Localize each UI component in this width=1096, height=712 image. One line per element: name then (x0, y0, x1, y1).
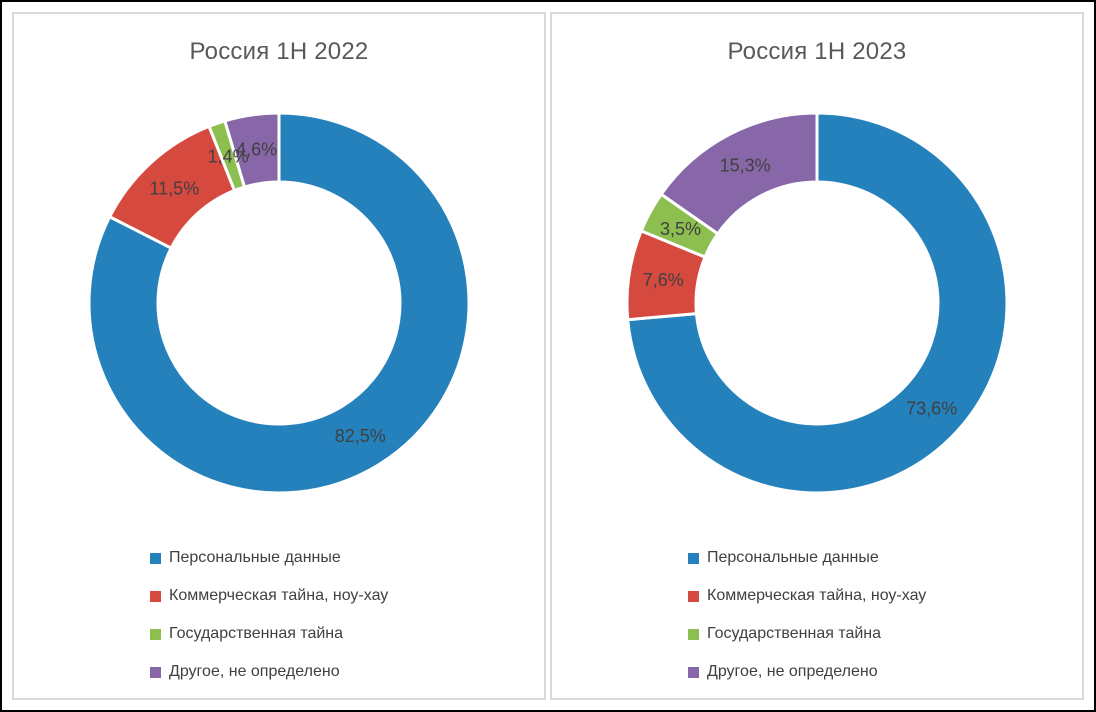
legend-swatch-icon (688, 628, 699, 640)
slice-value-label: 7,6% (643, 270, 684, 290)
pie-slice (659, 111, 819, 236)
legend-item: Другое, не определено (688, 653, 1072, 691)
chart-title: Россия 1Н 2023 (727, 38, 907, 65)
donut-chart-2022: 82,5% 11,5% 1,4%4,6% (87, 111, 471, 495)
legend-label: Другое, не определено (707, 663, 878, 680)
legend-label: Государственная тайна (707, 625, 882, 642)
pie-slice (626, 111, 1009, 495)
legend-label: Персональные данные (169, 549, 341, 566)
legend-item: Персональные данные (688, 539, 1072, 577)
legend-swatch-icon (150, 590, 161, 602)
legend-label: Коммерческая тайна, ноу-хау (707, 587, 927, 604)
pie-slice (87, 111, 471, 495)
legend: Персональные данные Коммерческая тайна, … (150, 539, 534, 691)
legend-item: Коммерческая тайна, ноу-хау (150, 577, 534, 615)
legend-swatch-icon (688, 552, 699, 564)
chart-title: Россия 1Н 2022 (189, 38, 369, 65)
legend: Персональные данные Коммерческая тайна, … (688, 539, 1072, 691)
legend-item: Коммерческая тайна, ноу-хау (688, 577, 1072, 615)
pie-slice (223, 111, 281, 189)
legend-label: Другое, не определено (169, 663, 340, 680)
slice-value-label: 1,4% (208, 146, 249, 166)
slice-value-label: 73,6% (906, 398, 957, 418)
legend-swatch-icon (150, 552, 161, 564)
legend-label: Персональные данные (707, 549, 879, 566)
legend-swatch-icon (150, 666, 161, 678)
chart-panel-2022: Россия 1Н 2022 82,5% 11,5% 1,4% 4,6% Персон… (12, 12, 546, 700)
legend-swatch-icon (688, 666, 699, 678)
slice-value-label: 11,5% (149, 178, 199, 198)
legend-swatch-icon (688, 590, 699, 602)
slice-value-label: 4,6% (236, 139, 277, 159)
slice-value-label: 3,5% (660, 219, 701, 239)
legend-item: Государственная тайна (688, 615, 1072, 653)
chart-panel-2023: Россия 1Н 2023 73,6% 7,6% 3,5% 15,3% Персон… (550, 12, 1084, 700)
donut-chart-2023: 73,6% 7,6% 3,5% 15,3% (625, 111, 1009, 495)
slice-value-label: 82,5% (335, 426, 386, 446)
legend-item: Персональные данные (150, 539, 534, 577)
legend-swatch-icon (150, 628, 161, 640)
legend-label: Коммерческая тайна, ноу-хау (169, 587, 389, 604)
legend-item: Другое, не определено (150, 653, 534, 691)
legend-label: Государственная тайна (169, 625, 344, 642)
slice-value-label: 15,3% (720, 155, 771, 175)
legend-item: Государственная тайна (150, 615, 534, 653)
